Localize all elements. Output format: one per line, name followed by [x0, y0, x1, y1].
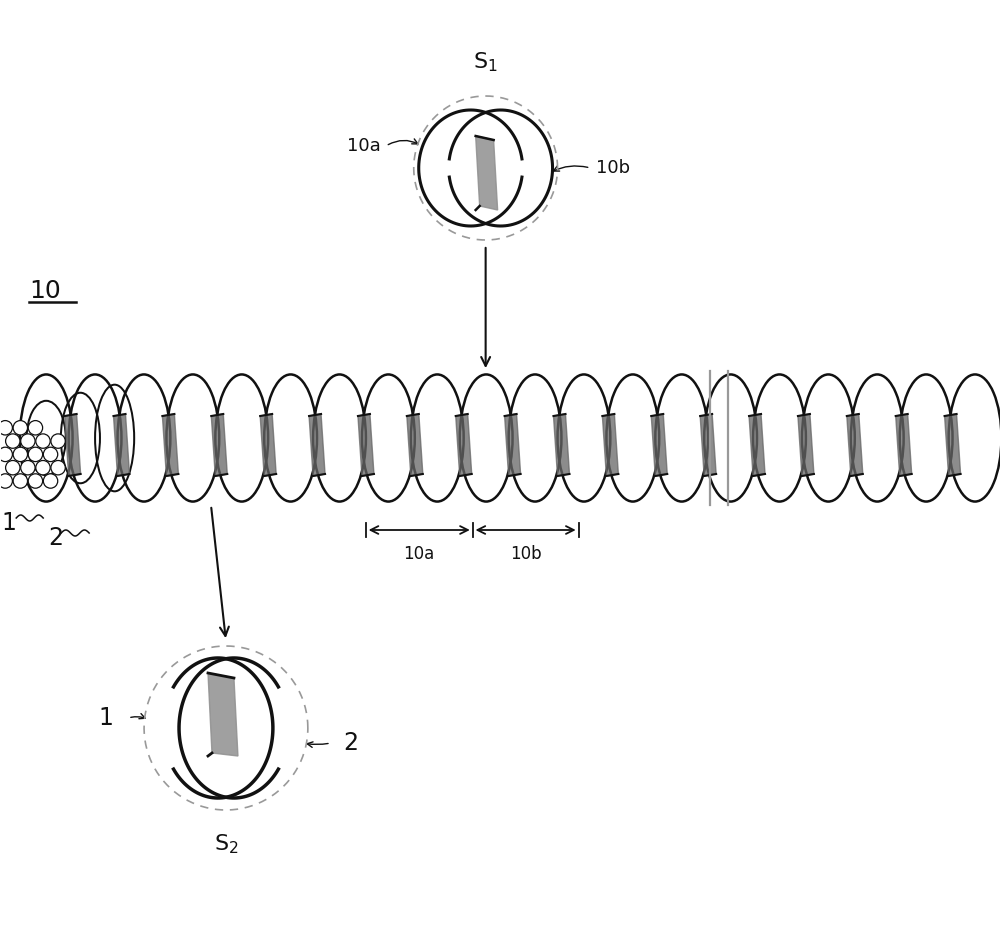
Polygon shape: [651, 414, 667, 476]
Polygon shape: [358, 414, 374, 476]
Circle shape: [0, 447, 12, 461]
Circle shape: [51, 460, 65, 475]
Text: 10b: 10b: [596, 159, 630, 177]
Polygon shape: [162, 414, 178, 476]
Polygon shape: [407, 414, 423, 476]
Circle shape: [6, 460, 20, 475]
Text: 2: 2: [49, 526, 64, 550]
Circle shape: [36, 434, 50, 448]
Polygon shape: [602, 414, 618, 476]
Circle shape: [51, 434, 65, 448]
Polygon shape: [211, 414, 227, 476]
Text: 10b: 10b: [510, 545, 541, 563]
Polygon shape: [700, 414, 716, 476]
Circle shape: [36, 460, 50, 475]
Circle shape: [6, 434, 20, 448]
Circle shape: [0, 421, 12, 435]
Circle shape: [28, 473, 43, 488]
Circle shape: [21, 434, 35, 448]
Text: S$_2$: S$_2$: [214, 832, 238, 855]
Polygon shape: [505, 414, 521, 476]
Polygon shape: [945, 414, 961, 476]
Polygon shape: [114, 414, 129, 476]
Circle shape: [28, 447, 43, 461]
Polygon shape: [208, 673, 238, 756]
Text: 1: 1: [99, 706, 114, 730]
Circle shape: [0, 473, 12, 488]
Polygon shape: [798, 414, 814, 476]
Text: 10: 10: [29, 279, 61, 303]
Circle shape: [21, 460, 35, 475]
Text: 10a: 10a: [347, 137, 381, 155]
Polygon shape: [896, 414, 912, 476]
Polygon shape: [749, 414, 765, 476]
Circle shape: [28, 421, 43, 435]
Text: S$_1$: S$_1$: [473, 50, 498, 74]
Circle shape: [13, 447, 28, 461]
Text: 2: 2: [343, 731, 358, 755]
Polygon shape: [847, 414, 863, 476]
Polygon shape: [309, 414, 325, 476]
Polygon shape: [476, 136, 498, 210]
Polygon shape: [260, 414, 276, 476]
Circle shape: [43, 447, 58, 461]
Polygon shape: [554, 414, 569, 476]
Circle shape: [13, 473, 28, 488]
Circle shape: [43, 473, 58, 488]
Text: 1: 1: [2, 511, 17, 535]
Polygon shape: [65, 414, 81, 476]
Circle shape: [13, 421, 28, 435]
Polygon shape: [456, 414, 472, 476]
Text: 10a: 10a: [404, 545, 435, 563]
